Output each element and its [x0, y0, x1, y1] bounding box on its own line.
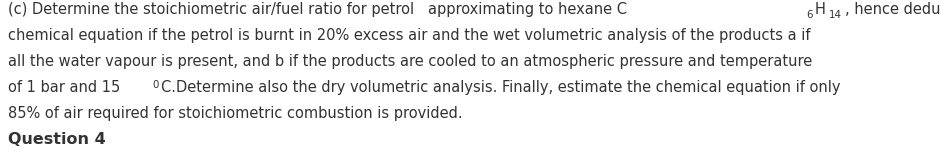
- Text: 85% of air required for stoichiometric combustion is provided.: 85% of air required for stoichiometric c…: [8, 106, 462, 121]
- Text: Question 4: Question 4: [8, 132, 105, 147]
- Text: 0: 0: [152, 80, 159, 90]
- Text: H: H: [815, 2, 825, 17]
- Text: C.Determine also the dry volumetric analysis. Finally, estimate the chemical equ: C.Determine also the dry volumetric anal…: [161, 80, 840, 95]
- Text: (c) Determine the stoichiometric air/fuel ratio for petrol   approximating to he: (c) Determine the stoichiometric air/fue…: [8, 2, 627, 17]
- Text: of 1 bar and 15: of 1 bar and 15: [8, 80, 120, 95]
- Text: all the water vapour is present, and b if the products are cooled to an atmosphe: all the water vapour is present, and b i…: [8, 54, 812, 69]
- Text: , hence deduce  the: , hence deduce the: [845, 2, 941, 17]
- Text: chemical equation if the petrol is burnt in 20% excess air and the wet volumetri: chemical equation if the petrol is burnt…: [8, 28, 810, 43]
- Text: 6: 6: [806, 10, 813, 20]
- Text: 14: 14: [829, 10, 841, 20]
